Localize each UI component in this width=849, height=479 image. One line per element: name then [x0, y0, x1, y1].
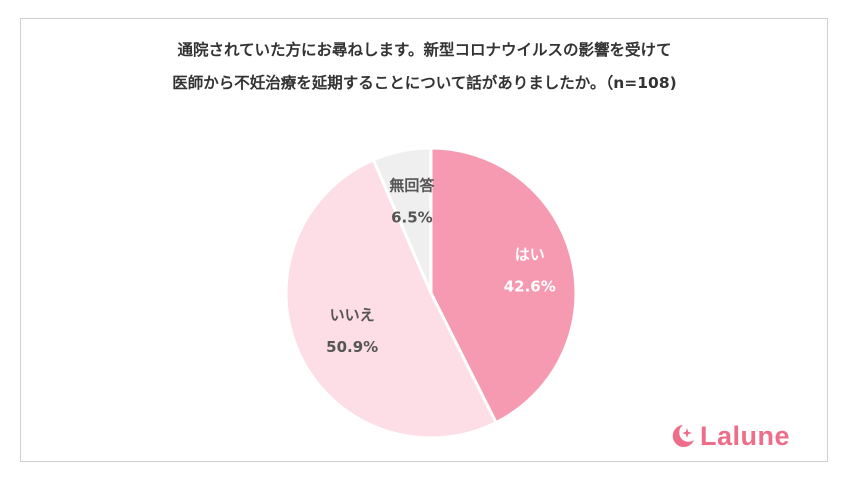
slice-label: 無回答 [389, 177, 435, 195]
chart-title-line-2: 医師から不妊治療を延期することについて話がありましたか。（n=108) [172, 74, 677, 92]
slice-label: いいえ [330, 306, 375, 324]
slice-label: はい [515, 246, 545, 264]
moon-sparkle-icon [672, 425, 694, 447]
slice-value-label: 6.5% [391, 209, 433, 227]
slice-value-label: 42.6% [504, 278, 556, 296]
chart-title-line-1: 通院されていた方にお尋ねします。新型コロナウイルスの影響を受けて [177, 41, 672, 59]
slice-no [284, 157, 499, 440]
brand-logo: Lalune [670, 418, 790, 454]
slice-yes [429, 146, 578, 425]
chart-title: 通院されていた方にお尋ねします。新型コロナウイルスの影響を受けて 医師から不妊治… [0, 34, 849, 100]
slice-no-answer [371, 146, 433, 294]
brand-name: Lalune [700, 420, 791, 451]
slice-value-label: 50.9% [326, 338, 378, 356]
